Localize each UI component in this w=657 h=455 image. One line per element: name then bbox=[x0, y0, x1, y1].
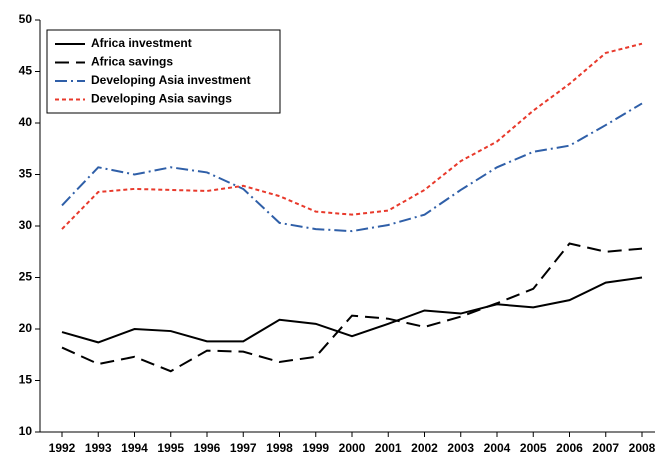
series-line bbox=[61, 102, 643, 233]
x-tick-label: 2008 bbox=[629, 441, 656, 455]
x-tick-label: 2005 bbox=[520, 441, 547, 455]
legend-label: Africa savings bbox=[91, 55, 173, 69]
legend-label: Africa investment bbox=[91, 36, 192, 50]
x-tick-label: 1993 bbox=[85, 441, 112, 455]
x-tick-label: 1992 bbox=[49, 441, 76, 455]
y-tick-label: 40 bbox=[19, 115, 33, 129]
y-tick-label: 50 bbox=[19, 12, 33, 26]
y-tick-label: 30 bbox=[19, 218, 33, 232]
y-tick-label: 45 bbox=[19, 64, 33, 78]
x-tick-label: 1999 bbox=[302, 441, 329, 455]
x-tick-label: 1996 bbox=[194, 441, 221, 455]
x-tick-label: 1998 bbox=[266, 441, 293, 455]
y-tick-label: 10 bbox=[19, 424, 33, 438]
x-tick-label: 2000 bbox=[339, 441, 366, 455]
x-tick-label: 1994 bbox=[121, 441, 148, 455]
x-tick-label: 2003 bbox=[447, 441, 474, 455]
x-tick-label: 2006 bbox=[556, 441, 583, 455]
y-tick-label: 15 bbox=[19, 373, 33, 387]
x-tick-label: 2007 bbox=[592, 441, 619, 455]
series-line bbox=[61, 242, 643, 373]
legend-label: Developing Asia savings bbox=[91, 92, 232, 106]
series-line bbox=[61, 276, 643, 344]
x-tick-label: 1997 bbox=[230, 441, 257, 455]
x-tick-label: 2001 bbox=[375, 441, 402, 455]
y-tick-label: 20 bbox=[19, 321, 33, 335]
y-tick-label: 35 bbox=[19, 167, 33, 181]
x-tick-label: 1995 bbox=[157, 441, 184, 455]
series-line bbox=[61, 42, 643, 230]
legend-label: Developing Asia investment bbox=[91, 73, 251, 87]
x-tick-label: 2002 bbox=[411, 441, 438, 455]
x-tick-label: 2004 bbox=[484, 441, 511, 455]
legend-box bbox=[46, 29, 281, 114]
y-tick-label: 25 bbox=[19, 270, 33, 284]
